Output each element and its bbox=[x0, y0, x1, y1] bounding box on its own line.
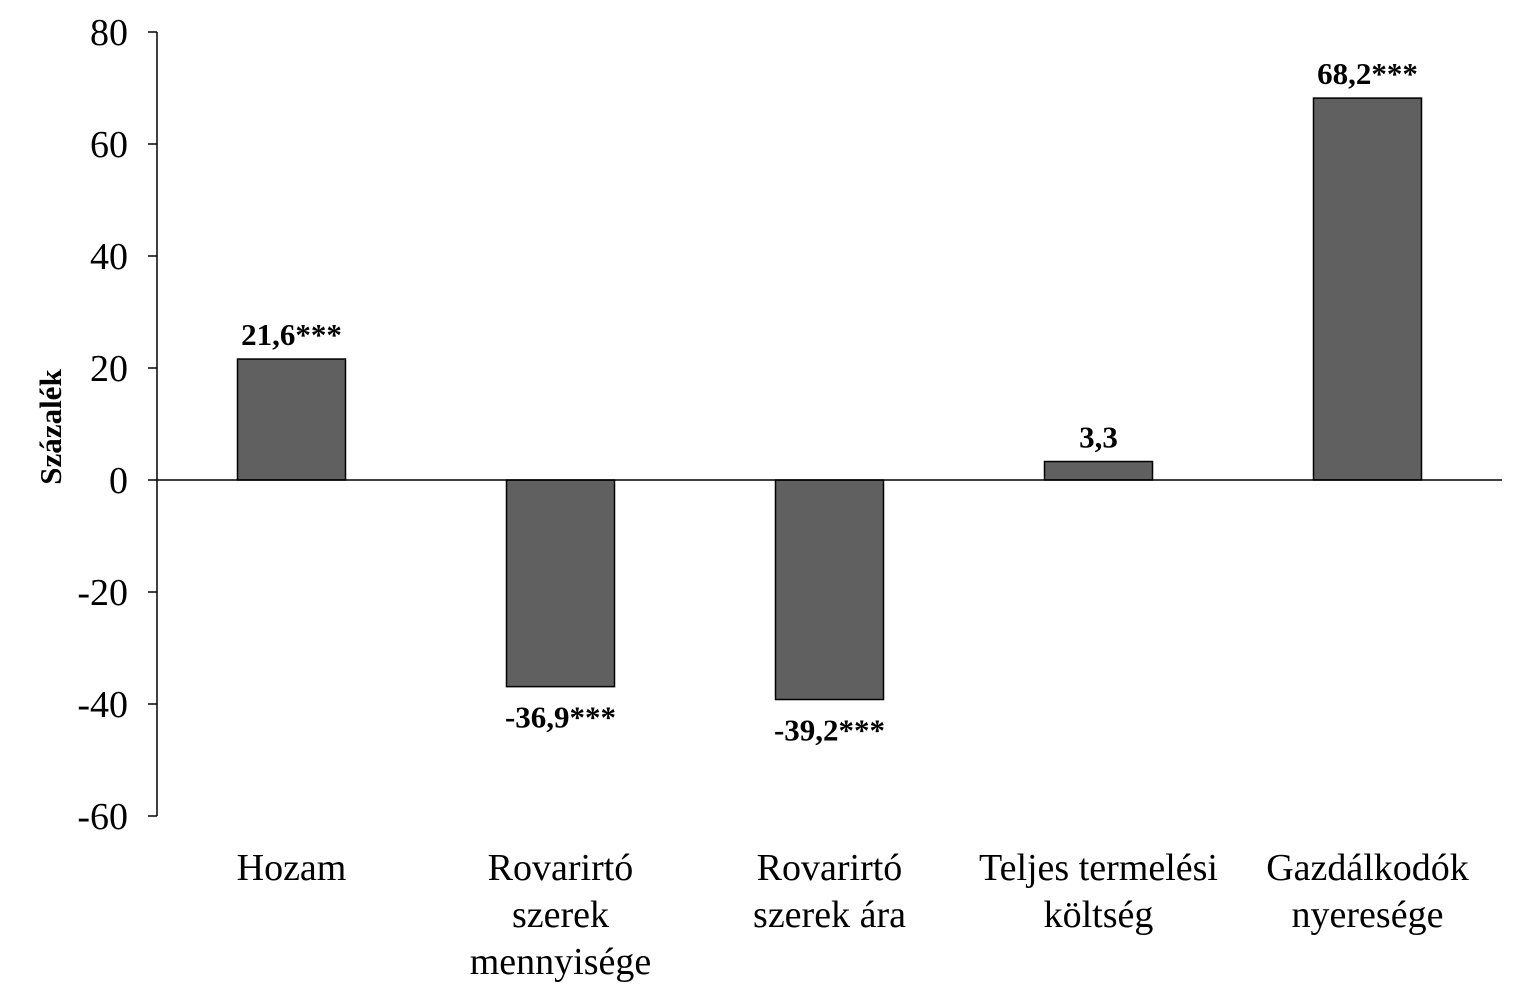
bar bbox=[774, 479, 885, 701]
y-tick-label: 20 bbox=[90, 348, 128, 390]
category-label: mennyisége bbox=[470, 941, 652, 983]
category-label: Teljes termelési bbox=[979, 847, 1218, 889]
category-label: szerek ára bbox=[753, 894, 906, 936]
bar bbox=[1043, 460, 1154, 481]
data-label: 68,2*** bbox=[1317, 56, 1418, 91]
data-labels: 21,6*** -36,9*** -39,2*** 3,3 68,2*** bbox=[241, 56, 1418, 747]
y-axis-title: Százalék bbox=[33, 369, 68, 485]
category-label: költség bbox=[1044, 894, 1154, 936]
category-label: Hozam bbox=[237, 847, 347, 889]
y-tick-label: -60 bbox=[77, 796, 128, 838]
data-label: 21,6*** bbox=[241, 317, 342, 352]
data-label: 3,3 bbox=[1079, 420, 1118, 455]
y-tick-label: -40 bbox=[77, 684, 128, 726]
category-label: Gazdálkodók bbox=[1266, 847, 1469, 889]
category-label: Rovarirtó bbox=[488, 847, 634, 889]
y-axis: 80 60 40 20 0 -20 -40 -60 bbox=[77, 12, 158, 838]
y-tick-label: 0 bbox=[109, 460, 128, 502]
bar bbox=[236, 358, 347, 481]
category-label: nyeresége bbox=[1292, 894, 1444, 936]
y-tick-label: 60 bbox=[90, 124, 128, 166]
y-tick-label: 80 bbox=[90, 12, 128, 54]
bar bbox=[505, 479, 616, 688]
y-tick-label: 40 bbox=[90, 236, 128, 278]
data-label: -36,9*** bbox=[505, 700, 616, 735]
bar bbox=[1312, 97, 1423, 481]
y-tick-label: -20 bbox=[77, 572, 128, 614]
category-labels: Hozam Rovarirtó szerek mennyisége Rovarirtó s… bbox=[237, 847, 1469, 983]
category-label: Rovarirtó bbox=[757, 847, 903, 889]
category-label: szerek bbox=[512, 894, 609, 936]
bars bbox=[236, 97, 1423, 701]
data-label: -39,2*** bbox=[774, 713, 885, 748]
